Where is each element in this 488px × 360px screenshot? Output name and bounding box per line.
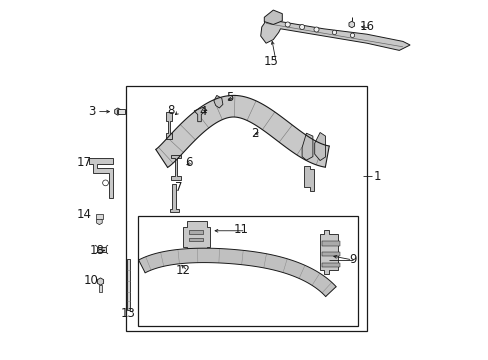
Polygon shape (348, 21, 354, 28)
Circle shape (349, 33, 354, 37)
Polygon shape (114, 108, 121, 115)
Polygon shape (170, 155, 181, 180)
Bar (138, 216, 357, 326)
Polygon shape (183, 221, 210, 248)
Circle shape (332, 30, 336, 35)
Text: 5: 5 (226, 91, 233, 104)
Text: 3: 3 (88, 105, 95, 118)
Text: 8: 8 (167, 104, 174, 117)
Text: 9: 9 (348, 253, 356, 266)
Text: 11: 11 (233, 223, 248, 236)
Text: 1: 1 (372, 170, 380, 183)
Bar (321, 252, 339, 256)
Polygon shape (213, 95, 223, 108)
Bar (188, 238, 203, 241)
Text: 10: 10 (83, 274, 98, 287)
Polygon shape (194, 107, 206, 122)
Text: 18: 18 (89, 244, 104, 257)
Text: 13: 13 (121, 307, 136, 320)
Polygon shape (126, 259, 130, 310)
Polygon shape (97, 218, 102, 225)
Text: 6: 6 (184, 156, 192, 168)
Polygon shape (314, 132, 325, 161)
Text: 16: 16 (359, 21, 374, 33)
Bar (321, 241, 339, 246)
Bar (321, 263, 339, 267)
Polygon shape (97, 278, 103, 285)
Bar (125, 86, 366, 331)
Bar (118, 109, 125, 114)
Polygon shape (264, 10, 282, 24)
Text: 17: 17 (77, 156, 92, 168)
Bar (188, 230, 203, 234)
Circle shape (285, 22, 289, 27)
Text: 15: 15 (264, 55, 278, 68)
Bar (96, 214, 102, 219)
Polygon shape (303, 166, 313, 191)
Polygon shape (170, 184, 179, 212)
Polygon shape (320, 230, 337, 274)
Circle shape (299, 24, 304, 30)
Circle shape (313, 27, 318, 32)
Polygon shape (156, 95, 328, 167)
Polygon shape (166, 112, 171, 139)
Polygon shape (97, 247, 106, 252)
Polygon shape (260, 18, 409, 50)
Text: 14: 14 (77, 208, 92, 221)
Text: 2: 2 (251, 127, 259, 140)
Polygon shape (138, 248, 335, 297)
Polygon shape (89, 158, 113, 198)
Text: 7: 7 (175, 181, 183, 194)
Text: 12: 12 (176, 264, 190, 276)
Text: 4: 4 (199, 105, 206, 118)
Polygon shape (302, 133, 312, 160)
Bar (99, 285, 102, 292)
